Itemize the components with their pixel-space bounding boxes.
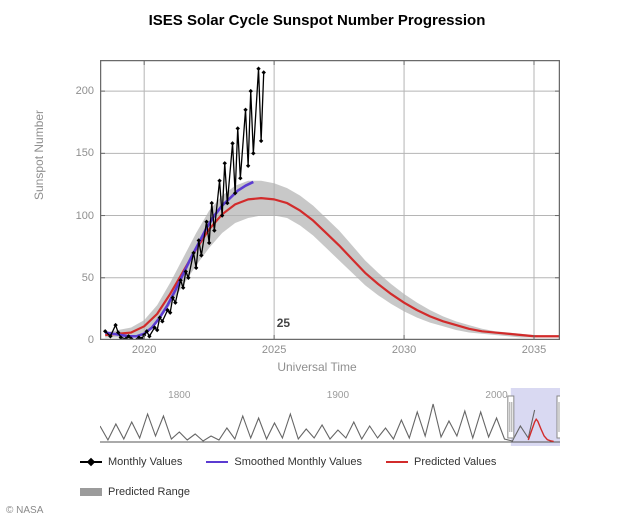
y-tick-label: 100 <box>54 210 94 222</box>
overview-tick-label: 1900 <box>327 390 349 401</box>
cycle-number-label: 25 <box>277 316 290 330</box>
legend-item-monthly: Monthly Values <box>80 456 182 468</box>
main-chart <box>100 60 560 340</box>
legend-item-smoothed: Smoothed Monthly Values <box>206 456 362 468</box>
legend-label: Predicted Values <box>414 456 496 468</box>
x-tick-label: 2025 <box>262 344 286 356</box>
legend-swatch <box>80 461 102 463</box>
x-tick-label: 2030 <box>392 344 416 356</box>
x-axis-label: Universal Time <box>0 360 634 374</box>
y-tick-label: 150 <box>54 147 94 159</box>
y-tick-label: 200 <box>54 85 94 97</box>
y-axis-label: Sunspot Number <box>32 110 46 200</box>
chart-title: ISES Solar Cycle Sunspot Number Progress… <box>0 0 634 29</box>
legend-swatch <box>386 461 408 463</box>
legend-label: Predicted Range <box>108 486 190 498</box>
legend-swatch <box>80 488 102 496</box>
legend-label: Monthly Values <box>108 456 182 468</box>
overview-tick-label: 2000 <box>485 390 507 401</box>
legend: Monthly Values Smoothed Monthly Values Pre… <box>80 456 580 498</box>
legend-label: Smoothed Monthly Values <box>234 456 362 468</box>
y-tick-label: 50 <box>54 272 94 284</box>
x-tick-label: 2020 <box>132 344 156 356</box>
legend-item-predicted: Predicted Values <box>386 456 496 468</box>
legend-swatch <box>206 461 228 463</box>
x-tick-label: 2035 <box>522 344 546 356</box>
legend-item-range: Predicted Range <box>80 486 190 498</box>
overview-tick-label: 1800 <box>168 390 190 401</box>
credit-label: © NASA <box>6 505 43 516</box>
y-tick-label: 0 <box>54 334 94 346</box>
